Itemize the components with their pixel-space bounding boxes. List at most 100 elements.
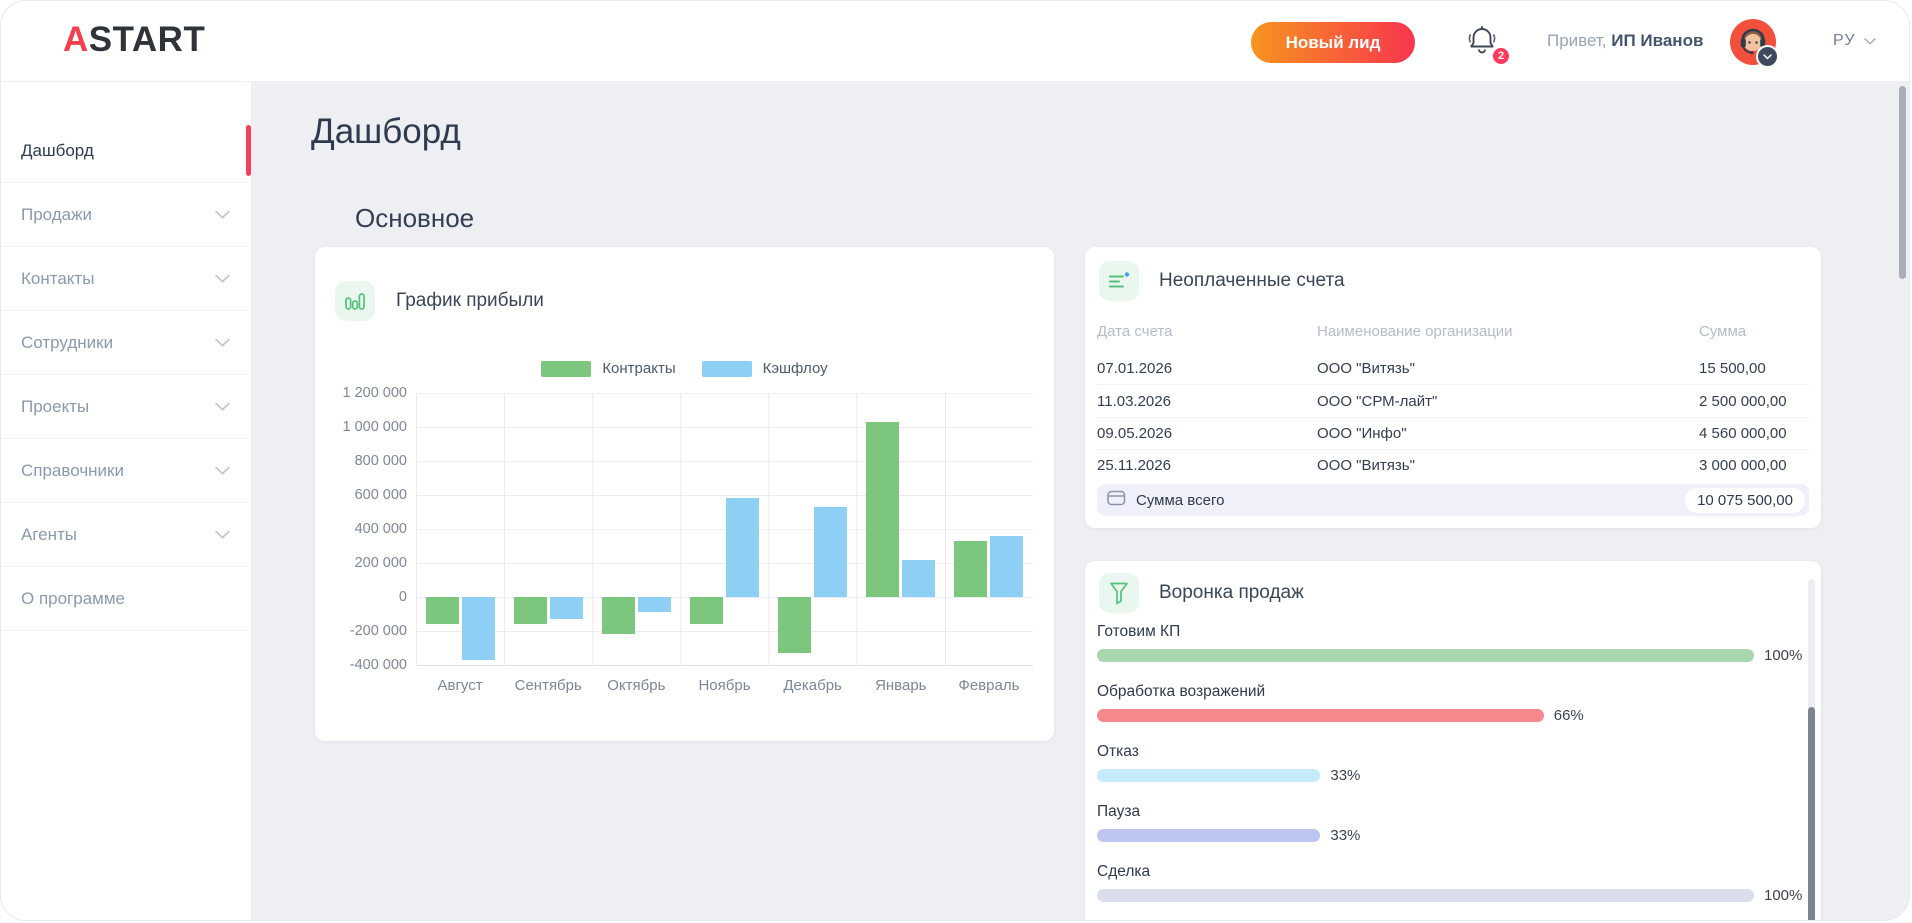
chart-bar <box>778 597 812 654</box>
table-row[interactable]: 07.01.2026 ООО "Витязь" 15 500,00 <box>1097 353 1809 386</box>
chart-bar <box>637 597 671 613</box>
x-tick: Январь <box>875 677 927 694</box>
sidebar-item-projects[interactable]: Проекты <box>1 375 251 439</box>
y-tick: -200 000 <box>349 623 407 639</box>
y-axis-labels: 1 200 000 1 000 000 800 000 600 000 400 … <box>315 376 407 682</box>
funnel-stage: Сделка 100% <box>1097 863 1802 904</box>
invoice-organization: ООО "Витязь" <box>1317 457 1415 475</box>
page-title: Дашборд <box>311 112 461 151</box>
stage-percent: 33% <box>1330 827 1361 844</box>
funnel-stage: Пауза 33% <box>1097 803 1754 844</box>
x-tick: Август <box>437 677 483 694</box>
unpaid-invoices-card: Неоплаченные счета Дата счета Наименован… <box>1085 247 1821 528</box>
invoice-date: 07.01.2026 <box>1097 360 1173 378</box>
chart-bar <box>513 597 547 625</box>
sidebar-item-agents[interactable]: Агенты <box>1 503 251 567</box>
active-indicator <box>246 125 251 176</box>
user-avatar[interactable] <box>1730 19 1779 68</box>
section-title: Основное <box>355 203 475 233</box>
invoice-organization: ООО "Витязь" <box>1317 360 1415 378</box>
column-header-amount: Сумма <box>1699 323 1747 340</box>
bar-chart-icon <box>335 281 375 321</box>
user-name: ИП Иванов <box>1611 31 1704 50</box>
chevron-down-icon <box>215 530 230 539</box>
chart-bar <box>954 540 988 597</box>
y-tick: 600 000 <box>354 487 407 503</box>
chart-bar <box>814 506 848 597</box>
sidebar-item-about[interactable]: О программе <box>1 567 251 631</box>
stage-label: Обработка возражений <box>1097 683 1266 700</box>
total-amount: 10 075 500,00 <box>1685 487 1805 513</box>
sidebar-item-sales[interactable]: Продажи <box>1 183 251 247</box>
bell-icon <box>1463 26 1501 64</box>
stage-label: Сделка <box>1097 863 1151 880</box>
legend-item-contracts[interactable]: Контракты <box>541 360 676 377</box>
x-tick: Февраль <box>958 677 1020 694</box>
sidebar-item-directories[interactable]: Справочники <box>1 439 251 503</box>
stage-bar-track: 100% <box>1097 647 1802 664</box>
funnel-stages: Готовим КП 100% Обработка возражений 66%… <box>1097 623 1802 920</box>
invoice-list-icon <box>1099 261 1139 301</box>
y-tick: 0 <box>398 589 407 605</box>
table-row[interactable]: 25.11.2026 ООО "Витязь" 3 000 000,00 <box>1097 450 1809 481</box>
sidebar-item-contacts[interactable]: Контакты <box>1 247 251 311</box>
stage-bar <box>1097 829 1321 842</box>
y-tick: 400 000 <box>354 521 407 537</box>
sales-funnel-card: Воронка продаж Готовим КП 100% Обработка… <box>1085 561 1821 920</box>
invoice-amount: 3 000 000,00 <box>1699 457 1787 475</box>
notifications-button[interactable]: 2 <box>1463 22 1521 70</box>
legend-swatch-cashflow <box>701 360 752 377</box>
stage-label: Пауза <box>1097 803 1141 820</box>
profit-plot <box>416 393 1033 666</box>
x-tick: Ноябрь <box>698 677 751 694</box>
chart-bar <box>549 597 583 620</box>
invoice-amount: 4 560 000,00 <box>1699 424 1787 442</box>
invoice-table-body: 07.01.2026 ООО "Витязь" 15 500,00 11.03.… <box>1097 353 1809 482</box>
stage-bar-track: 33% <box>1097 767 1754 784</box>
chevron-down-icon <box>215 466 230 475</box>
sidebar-item-label: Продажи <box>21 204 92 224</box>
legend-item-cashflow[interactable]: Кэшфлоу <box>701 360 828 377</box>
invoice-table-header: Дата счета Наименование организации Сумм… <box>1097 323 1809 340</box>
sidebar-item-dashboard[interactable]: Дашборд <box>1 119 251 183</box>
funnel-stage: Отказ 33% <box>1097 743 1754 784</box>
invoice-date: 11.03.2026 <box>1097 392 1171 410</box>
legend-label: Контракты <box>602 360 676 377</box>
x-tick: Октябрь <box>607 677 666 694</box>
chart-bar <box>425 597 459 625</box>
total-label: Сумма всего <box>1136 491 1225 509</box>
stage-bar-track: 100% <box>1097 887 1802 904</box>
notifications-badge: 2 <box>1491 46 1511 66</box>
chart-bar <box>990 535 1024 597</box>
logo: ASTART <box>63 20 205 60</box>
chevron-down-icon <box>215 210 230 219</box>
stage-bar-track: 33% <box>1097 827 1754 844</box>
chart-bar <box>690 597 723 625</box>
stage-label: Готовим КП <box>1097 623 1181 640</box>
card-title: Воронка продаж <box>1159 582 1304 603</box>
language-label: РУ <box>1833 32 1856 49</box>
sidebar-item-label: Агенты <box>21 524 78 544</box>
y-tick: 200 000 <box>354 555 407 571</box>
x-axis-labels: Август Сентябрь Октябрь Ноябрь Декабрь Я… <box>416 677 1033 694</box>
profit-chart-card: График прибыли Контракты Кэшфлоу 1 200 0… <box>315 247 1054 741</box>
stage-percent: 100% <box>1764 647 1803 664</box>
new-lead-button[interactable]: Новый лид <box>1251 22 1415 63</box>
funnel-scrollbar-thumb[interactable] <box>1808 707 1815 920</box>
chevron-down-icon <box>1864 32 1877 50</box>
invoice-date: 25.11.2026 <box>1097 457 1171 475</box>
sidebar-item-label: Контакты <box>21 268 95 288</box>
table-row[interactable]: 11.03.2026 ООО "СРМ-лайт" 2 500 000,00 <box>1097 385 1809 418</box>
y-tick: 1 000 000 <box>342 419 407 435</box>
chart-bar <box>902 559 936 597</box>
window-scrollbar-thumb[interactable] <box>1899 86 1906 279</box>
table-row[interactable]: 09.05.2026 ООО "Инфо" 4 560 000,00 <box>1097 418 1809 451</box>
sidebar-item-employees[interactable]: Сотрудники <box>1 311 251 375</box>
chart-bar <box>866 421 900 597</box>
funnel-icon <box>1099 573 1139 613</box>
language-selector[interactable]: РУ <box>1833 1 1877 81</box>
stage-bar-track: 66% <box>1097 707 1754 724</box>
legend-swatch-contracts <box>541 360 592 377</box>
stage-percent: 66% <box>1553 707 1584 724</box>
